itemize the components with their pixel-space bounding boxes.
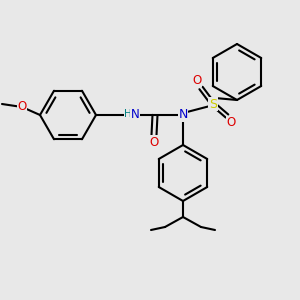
Text: N: N: [178, 109, 188, 122]
Text: O: O: [17, 100, 27, 112]
Text: O: O: [192, 74, 202, 86]
Text: O: O: [226, 116, 236, 130]
Text: O: O: [149, 136, 159, 148]
Text: S: S: [209, 98, 217, 110]
Text: H: H: [124, 109, 132, 119]
Text: N: N: [130, 109, 140, 122]
